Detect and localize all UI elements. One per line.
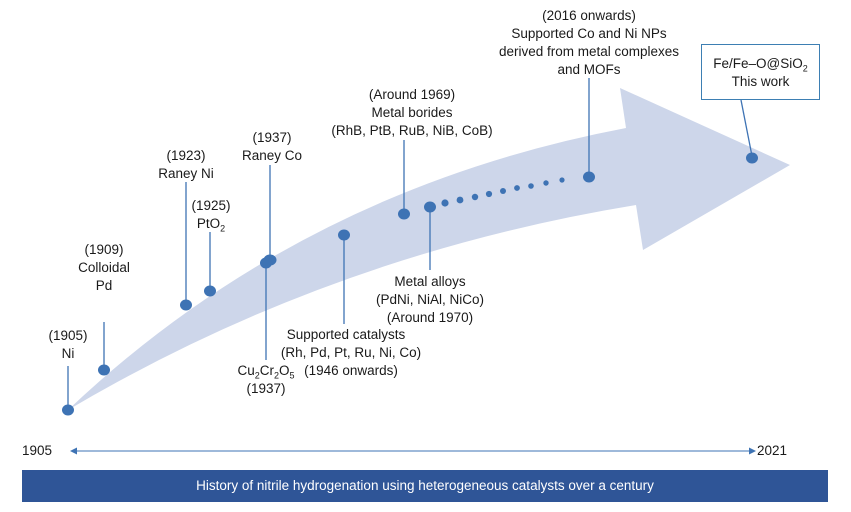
trail-dot [441, 199, 449, 207]
trail-dot [543, 180, 549, 186]
label-co-ni-nps-year: (2016 onwards) [542, 8, 636, 23]
time-axis-left-arrowhead [70, 447, 77, 455]
point-co-ni-nps [583, 171, 595, 183]
label-ni-year: (1905) [48, 328, 88, 343]
label-raney-co-name: Raney Co [241, 148, 303, 163]
leader-this-work [740, 99, 753, 157]
trail-dot [471, 193, 479, 201]
axis-end-label: 2021 [757, 443, 788, 458]
label-borides: (Around 1969) Metal borides (RhB, PtB, R… [322, 86, 502, 140]
label-raney-co-year: (1937) [252, 130, 292, 145]
this-work-formula-base: Fe/Fe–O@SiO [713, 56, 803, 71]
label-alloys-name: Metal alloys [394, 274, 466, 289]
point-ni [62, 404, 74, 416]
point-this-work [746, 152, 758, 164]
point-borides [398, 208, 410, 220]
label-raney-ni: (1923) Raney Ni [151, 147, 221, 183]
label-supported-details: (Rh, Pd, Pt, Ru, Ni, Co) (1946 onwards) [276, 344, 426, 380]
label-pto2: (1925) PtO2 [185, 197, 237, 233]
label-colloidal-pd-name2: Pd [95, 278, 113, 293]
point-pto2 [204, 285, 216, 297]
label-supported-metals: (Rh, Pd, Pt, Ru, Ni, Co) [280, 345, 422, 360]
label-pto2-name-base: PtO [196, 216, 221, 231]
label-borides-examples: (RhB, PtB, RuB, NiB, CoB) [331, 123, 493, 138]
this-work-caption: This work [731, 74, 790, 89]
trail-dot [528, 183, 534, 189]
label-raney-ni-name: Raney Ni [158, 166, 214, 181]
this-work-formula: Fe/Fe–O@SiO2 [702, 55, 819, 73]
trail-dot [559, 177, 565, 183]
label-co-ni-nps-line2: derived from metal complexes [498, 44, 680, 59]
time-axis-right-arrowhead [749, 447, 756, 455]
point-raney-ni [180, 299, 192, 311]
label-co-ni-nps-line1: Supported Co and Ni NPs [511, 26, 667, 41]
label-borides-year: (Around 1969) [368, 87, 456, 102]
progress-arrow [68, 88, 790, 410]
label-ni: (1905) Ni [48, 327, 88, 363]
trail-dot [456, 196, 464, 204]
label-pto2-name-sub: 2 [220, 223, 226, 234]
label-supported-year: (1946 onwards) [304, 363, 398, 378]
point-supported [338, 229, 350, 241]
label-ni-name: Ni [61, 346, 75, 361]
label-co-ni-nps: (2016 onwards) Supported Co and Ni NPs d… [483, 7, 695, 79]
label-co-ni-nps-line3: and MOFs [557, 62, 621, 77]
trail-dot [500, 188, 506, 194]
label-alloys-year: (Around 1970) [386, 310, 474, 325]
label-colloidal-pd-name1: Colloidal [78, 260, 130, 275]
label-supported-name: Supported catalysts [286, 327, 406, 342]
label-cu2cr2o5-year: (1937) [246, 381, 286, 396]
trail-dot [514, 185, 520, 191]
trail-dot [485, 190, 493, 198]
point-colloidal-pd [98, 364, 110, 376]
label-pto2-year: (1925) [191, 198, 231, 213]
axis-start-label: 1905 [22, 443, 53, 458]
label-colloidal-pd: (1909) Colloidal Pd [69, 241, 139, 295]
label-raney-ni-year: (1923) [166, 148, 206, 163]
label-cu2cr2o5-formula: Cu2Cr2O5 [237, 363, 295, 381]
label-cu2cr2o5: Cu2Cr2O5 (1937) [224, 362, 308, 398]
label-raney-co: (1937) Raney Co [235, 129, 309, 165]
point-cu2cr2o5 [260, 257, 272, 269]
point-alloys [424, 201, 436, 213]
label-alloys-examples: (PdNi, NiAl, NiCo) [375, 292, 484, 307]
label-borides-name: Metal borides [371, 105, 453, 120]
this-work-box: Fe/Fe–O@SiO2 This work [701, 44, 820, 100]
label-pto2-name: PtO2 [185, 215, 237, 233]
label-supported: Supported catalysts [279, 326, 413, 344]
label-colloidal-pd-year: (1909) [84, 242, 124, 257]
label-alloys: Metal alloys (PdNi, NiAl, NiCo) (Around … [365, 273, 495, 327]
title-banner: History of nitrile hydrogenation using h… [22, 470, 828, 502]
this-work-formula-sub: 2 [802, 63, 808, 74]
